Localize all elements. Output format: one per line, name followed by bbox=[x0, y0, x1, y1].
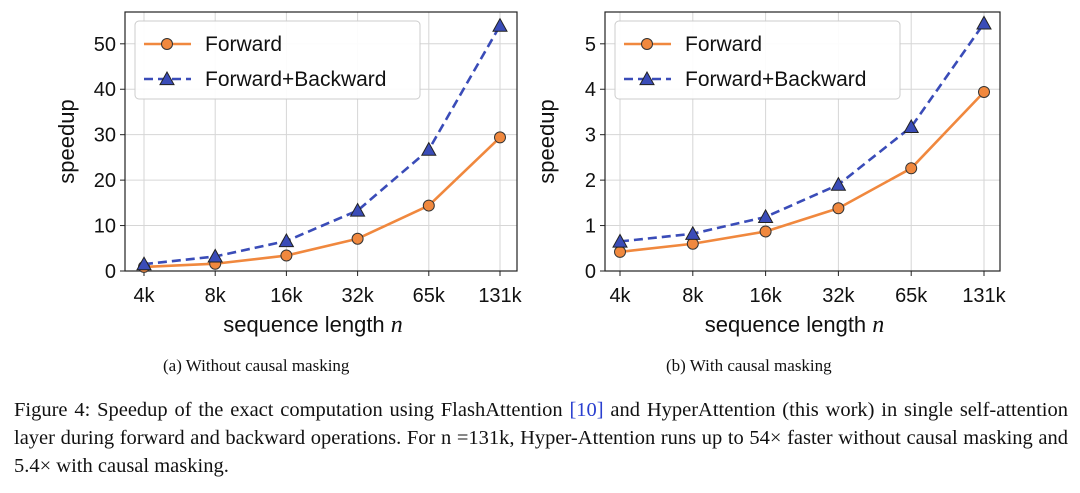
legend-box bbox=[614, 20, 901, 100]
subcaption-a: (a) Without causal masking bbox=[163, 356, 350, 375]
data-point bbox=[684, 225, 701, 240]
legend-marker-1 bbox=[159, 70, 175, 86]
data-point bbox=[612, 233, 628, 248]
chart-without-causal-masking: 0 10 20 30 40 50 4k 8k 16k 32k 65k 131k sequence len… bbox=[54, 11, 523, 338]
data-point bbox=[759, 225, 772, 238]
y-axis-title: speedup bbox=[54, 99, 79, 183]
y-tick-label: 20 bbox=[94, 170, 116, 192]
x-tick-label: 16k bbox=[270, 285, 303, 307]
data-point bbox=[976, 15, 992, 30]
y-tick-label: 3 bbox=[585, 125, 596, 147]
data-point bbox=[492, 17, 508, 32]
y-tick-label: 2 bbox=[585, 170, 596, 192]
y-tick-label: 30 bbox=[94, 125, 116, 147]
legend-marker-1 bbox=[639, 70, 655, 86]
data-point bbox=[614, 245, 626, 258]
subcaption-b: (b) With causal masking bbox=[666, 356, 832, 375]
x-tick-label: 8k bbox=[205, 285, 227, 307]
legend-label-1: Forward+Backward bbox=[685, 68, 866, 91]
x-tick-label: 65k bbox=[895, 285, 928, 307]
data-point bbox=[905, 162, 918, 175]
data-point bbox=[903, 118, 920, 134]
legend-box bbox=[134, 20, 421, 100]
y-tick-label: 4 bbox=[585, 79, 596, 101]
series-line-1 bbox=[619, 22, 986, 243]
series-line-1 bbox=[143, 24, 502, 266]
x-tick-label: 131k bbox=[962, 285, 1006, 307]
data-point bbox=[422, 199, 435, 212]
y-tick-label: 10 bbox=[94, 216, 116, 238]
series-line-0 bbox=[619, 91, 985, 254]
legend-label-0: Forward bbox=[205, 33, 282, 56]
figure-caption: Figure 4: Speedup of the exact computati… bbox=[14, 396, 1068, 480]
plot-frame bbox=[124, 11, 518, 272]
x-axis-title: sequence length n bbox=[705, 312, 885, 338]
x-axis-title-text: sequence length bbox=[223, 312, 391, 337]
data-point bbox=[686, 237, 699, 250]
y-tick-label: 0 bbox=[585, 261, 596, 283]
data-point bbox=[830, 176, 847, 191]
y-tick-label: 0 bbox=[105, 261, 116, 283]
x-tick-label: 4k bbox=[609, 285, 631, 307]
series-line-0 bbox=[143, 136, 501, 269]
plot-frame bbox=[604, 11, 1001, 272]
caption-citation-link[interactable]: [10] bbox=[569, 399, 604, 421]
data-point bbox=[420, 141, 437, 156]
chart-with-causal-masking: 0 1 2 3 4 5 4k 8k 16k 32k 65k 131k sequence length n… bbox=[540, 11, 1007, 338]
caption-suffix: and HyperAttention (this work) in single… bbox=[14, 399, 1068, 477]
x-tick-label: 8k bbox=[682, 285, 704, 307]
x-tick-label: 16k bbox=[749, 285, 782, 307]
data-point bbox=[978, 85, 990, 98]
data-point bbox=[757, 208, 774, 224]
data-point bbox=[494, 131, 506, 144]
data-point bbox=[207, 248, 224, 263]
data-point bbox=[136, 256, 152, 271]
data-point bbox=[832, 202, 845, 215]
data-point bbox=[351, 232, 364, 245]
x-axis-title-variable: n bbox=[391, 312, 403, 338]
x-tick-label: 4k bbox=[133, 285, 155, 307]
data-point bbox=[278, 232, 295, 248]
legend-label-1: Forward+Backward bbox=[205, 68, 386, 91]
x-axis-title-text: sequence length bbox=[705, 312, 873, 337]
data-point bbox=[280, 249, 293, 262]
legend-label-0: Forward bbox=[685, 33, 762, 56]
y-tick-label: 50 bbox=[94, 34, 116, 56]
y-axis-title: speedup bbox=[540, 99, 559, 183]
x-tick-label: 32k bbox=[341, 285, 374, 307]
x-tick-label: 131k bbox=[478, 285, 522, 307]
legend-marker-0 bbox=[161, 38, 173, 50]
x-tick-label: 65k bbox=[413, 285, 446, 307]
data-point bbox=[349, 202, 366, 217]
y-tick-label: 5 bbox=[585, 34, 596, 56]
y-tick-label: 1 bbox=[585, 216, 596, 238]
x-axis-title: sequence length n bbox=[223, 312, 403, 338]
x-tick-label: 32k bbox=[822, 285, 855, 307]
x-axis-title-variable: n bbox=[872, 312, 884, 338]
caption-prefix: Figure 4: Speedup of the exact computati… bbox=[14, 399, 570, 421]
y-tick-label: 40 bbox=[94, 79, 116, 101]
legend-marker-0 bbox=[641, 38, 653, 50]
